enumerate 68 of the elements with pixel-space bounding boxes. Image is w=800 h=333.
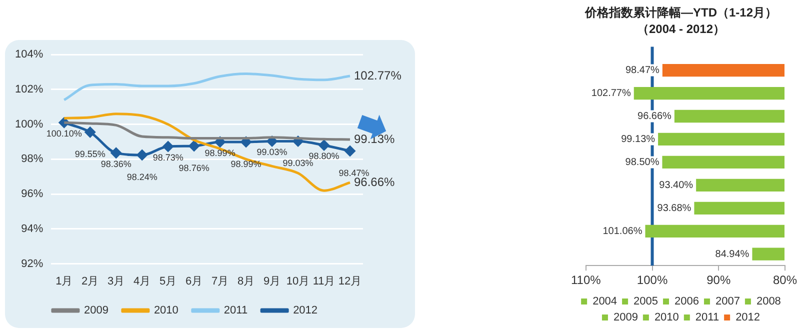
x-tick-label: 8月 bbox=[237, 275, 255, 288]
legend-label: 2009 bbox=[84, 304, 108, 317]
x-tick-label: 4月 bbox=[134, 275, 151, 288]
point bbox=[214, 136, 226, 148]
chart-title: 价格指数累计降幅—YTD（1-12月） bbox=[584, 6, 778, 20]
y-tick-label: 100% bbox=[14, 118, 44, 130]
x-tick-label: 9月 bbox=[263, 275, 281, 288]
data-label: 98.36% bbox=[100, 158, 132, 169]
data-label: 98.50% bbox=[625, 156, 660, 168]
legend-label: 2012 bbox=[736, 312, 760, 324]
legend-label: 2009 bbox=[613, 312, 638, 324]
x-tick-label: 11月 bbox=[312, 275, 336, 288]
y-tick-label: 94% bbox=[21, 222, 44, 235]
point bbox=[266, 136, 278, 146]
data-label: 102.77% bbox=[591, 88, 631, 100]
line-series bbox=[62, 72, 352, 102]
x-tick-label: 80% bbox=[772, 273, 798, 288]
point bbox=[162, 141, 174, 152]
x-tick-label: 10月 bbox=[286, 275, 310, 288]
data-label: 98.24% bbox=[126, 172, 158, 182]
data-label: 93.40% bbox=[659, 180, 694, 191]
point bbox=[84, 126, 96, 138]
legend-label: 2004 bbox=[592, 296, 618, 308]
legend-label: 2008 bbox=[756, 296, 781, 308]
x-tick-label: 100% bbox=[636, 273, 668, 288]
y-tick-label: 96% bbox=[21, 188, 44, 200]
data-label: 100.10% bbox=[46, 128, 82, 139]
x-tick-label: 3月 bbox=[108, 275, 125, 288]
data-label: 93.68% bbox=[657, 202, 692, 214]
x-tick-label: 1月 bbox=[56, 275, 73, 288]
point bbox=[110, 148, 122, 158]
legend-label: 2007 bbox=[715, 296, 740, 308]
legend-label: 2011 bbox=[695, 312, 720, 324]
point bbox=[240, 136, 252, 148]
data-label: 98.47% bbox=[625, 65, 660, 76]
legend-label: 2006 bbox=[674, 296, 699, 308]
data-label: 98.73% bbox=[152, 152, 184, 162]
data-label: 101.06% bbox=[602, 226, 642, 237]
data-label: 102.77% bbox=[354, 68, 402, 82]
legend-label: 2012 bbox=[293, 304, 318, 317]
chart-subtitle: （2004 - 2012） bbox=[636, 22, 726, 36]
y-tick-label: 98% bbox=[21, 153, 44, 166]
x-tick-label: 7月 bbox=[212, 275, 229, 288]
x-tick-label: 5月 bbox=[160, 275, 177, 288]
data-label: 98.99% bbox=[230, 158, 262, 169]
legend-label: 2010 bbox=[154, 304, 178, 317]
point bbox=[318, 140, 330, 151]
x-tick-label: 110% bbox=[570, 273, 602, 288]
point bbox=[136, 150, 148, 160]
y-tick-label: 104% bbox=[14, 48, 44, 61]
data-label: 99.03% bbox=[256, 147, 288, 158]
data-label: 98.76% bbox=[178, 162, 210, 173]
data-label: 99.13% bbox=[354, 132, 396, 146]
legend-label: 2005 bbox=[634, 296, 658, 308]
point bbox=[188, 140, 200, 152]
data-label: 84.94% bbox=[715, 248, 750, 260]
data-label: 99.13% bbox=[621, 134, 656, 145]
x-tick-label: 6月 bbox=[186, 275, 203, 288]
legend-label: 2010 bbox=[654, 312, 679, 324]
y-tick-label: 102% bbox=[14, 84, 44, 96]
x-tick-label: 2月 bbox=[82, 275, 99, 288]
x-tick-label: 90% bbox=[706, 273, 731, 288]
legend-label: 2011 bbox=[224, 304, 248, 317]
y-tick-label: 92% bbox=[21, 258, 44, 270]
point bbox=[344, 146, 356, 156]
data-label: 96.66% bbox=[638, 110, 672, 122]
x-tick-label: 12月 bbox=[338, 275, 362, 288]
data-label: 99.55% bbox=[74, 149, 106, 160]
